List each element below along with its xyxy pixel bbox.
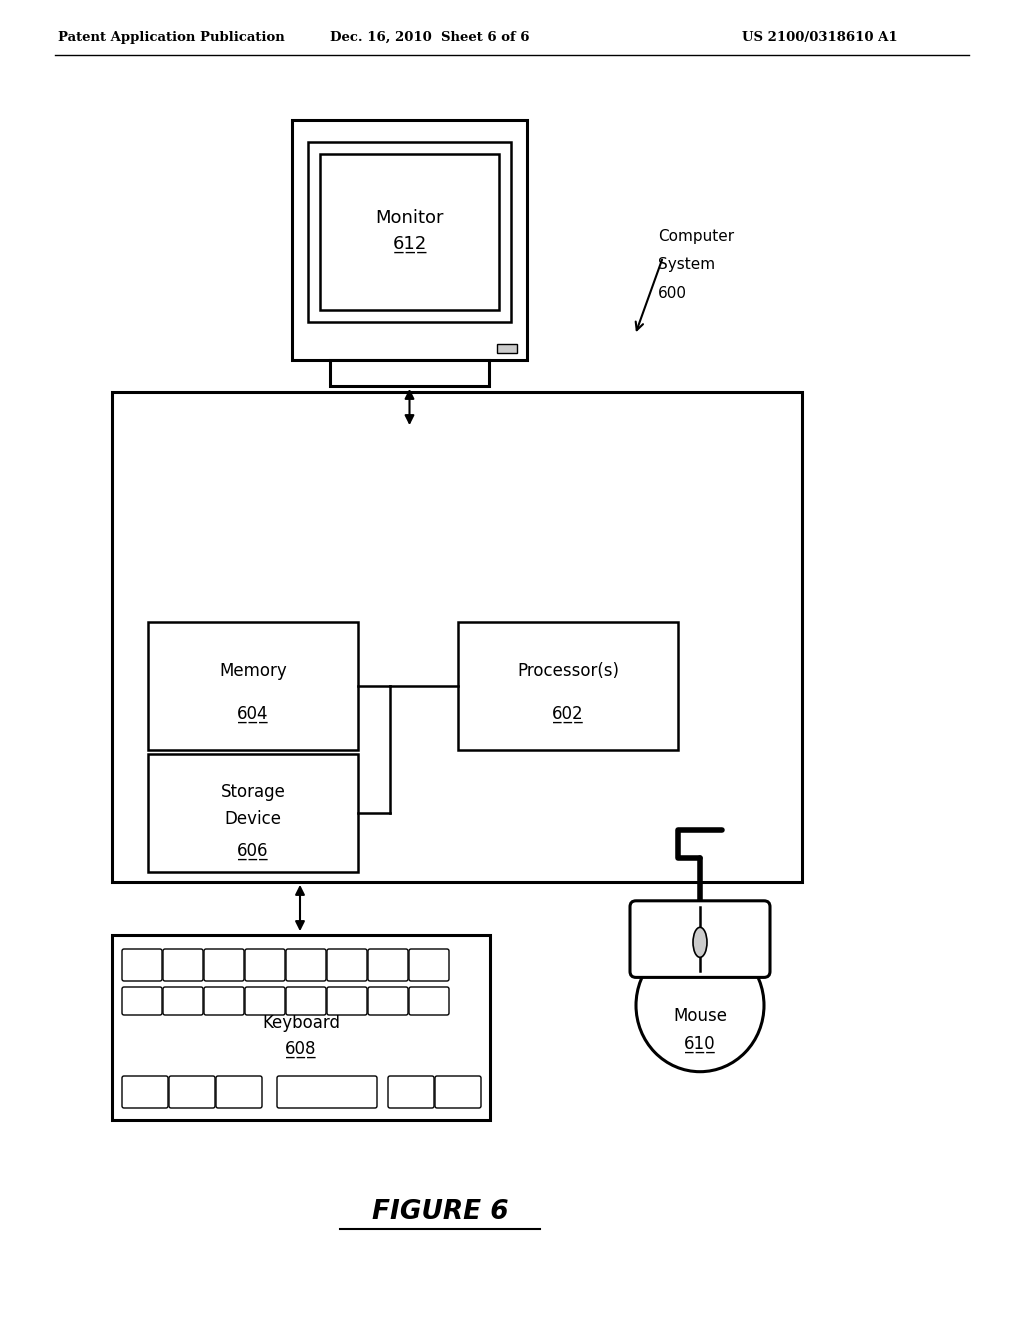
Bar: [112, 935, 490, 1119]
FancyBboxPatch shape: [204, 949, 244, 981]
Bar: [292, 120, 527, 360]
Text: 6̲0̲4̲: 6̲0̲4̲: [238, 705, 268, 723]
Text: Memory: Memory: [219, 661, 287, 680]
Ellipse shape: [636, 939, 764, 1072]
FancyBboxPatch shape: [368, 949, 408, 981]
Bar: [148, 754, 358, 873]
FancyBboxPatch shape: [216, 1076, 262, 1107]
Text: US 2100/0318610 A1: US 2100/0318610 A1: [742, 30, 898, 44]
Bar: [308, 143, 511, 322]
Text: 6̲0̲8̲: 6̲0̲8̲: [286, 1040, 316, 1059]
FancyBboxPatch shape: [435, 1076, 481, 1107]
FancyBboxPatch shape: [122, 949, 162, 981]
FancyBboxPatch shape: [122, 1076, 168, 1107]
Text: 6̲0̲6̲: 6̲0̲6̲: [238, 842, 268, 859]
Bar: [330, 360, 489, 385]
FancyBboxPatch shape: [245, 987, 285, 1015]
FancyBboxPatch shape: [327, 987, 367, 1015]
FancyBboxPatch shape: [278, 1076, 377, 1107]
Text: FIGURE 6: FIGURE 6: [372, 1199, 508, 1225]
Text: Keyboard: Keyboard: [262, 1014, 340, 1031]
FancyBboxPatch shape: [122, 987, 162, 1015]
Text: Storage: Storage: [220, 783, 286, 801]
Text: Patent Application Publication: Patent Application Publication: [58, 30, 285, 44]
FancyBboxPatch shape: [630, 900, 770, 977]
FancyBboxPatch shape: [286, 987, 326, 1015]
Text: 6̲0̲2̲: 6̲0̲2̲: [552, 705, 584, 723]
FancyBboxPatch shape: [163, 987, 203, 1015]
Text: 6̲1̲0̲: 6̲1̲0̲: [684, 1035, 716, 1052]
FancyBboxPatch shape: [286, 949, 326, 981]
Text: Dec. 16, 2010  Sheet 6 of 6: Dec. 16, 2010 Sheet 6 of 6: [331, 30, 529, 44]
Text: Monitor: Monitor: [375, 209, 443, 227]
Bar: [112, 392, 802, 882]
Bar: [148, 622, 358, 750]
Text: Mouse: Mouse: [673, 1007, 727, 1024]
FancyBboxPatch shape: [163, 949, 203, 981]
FancyBboxPatch shape: [327, 949, 367, 981]
Bar: [458, 622, 678, 750]
FancyBboxPatch shape: [368, 987, 408, 1015]
Text: System: System: [658, 257, 715, 272]
FancyBboxPatch shape: [388, 1076, 434, 1107]
FancyBboxPatch shape: [204, 987, 244, 1015]
Text: Device: Device: [224, 810, 282, 828]
FancyBboxPatch shape: [245, 949, 285, 981]
Bar: [319, 154, 499, 310]
FancyBboxPatch shape: [409, 949, 449, 981]
Bar: [497, 345, 517, 352]
Text: 6̲1̲2̲: 6̲1̲2̲: [392, 235, 427, 253]
Text: 600: 600: [658, 285, 687, 301]
FancyBboxPatch shape: [169, 1076, 215, 1107]
FancyBboxPatch shape: [409, 987, 449, 1015]
Ellipse shape: [693, 928, 707, 957]
Text: Processor(s): Processor(s): [517, 661, 618, 680]
Text: Computer: Computer: [658, 230, 734, 244]
